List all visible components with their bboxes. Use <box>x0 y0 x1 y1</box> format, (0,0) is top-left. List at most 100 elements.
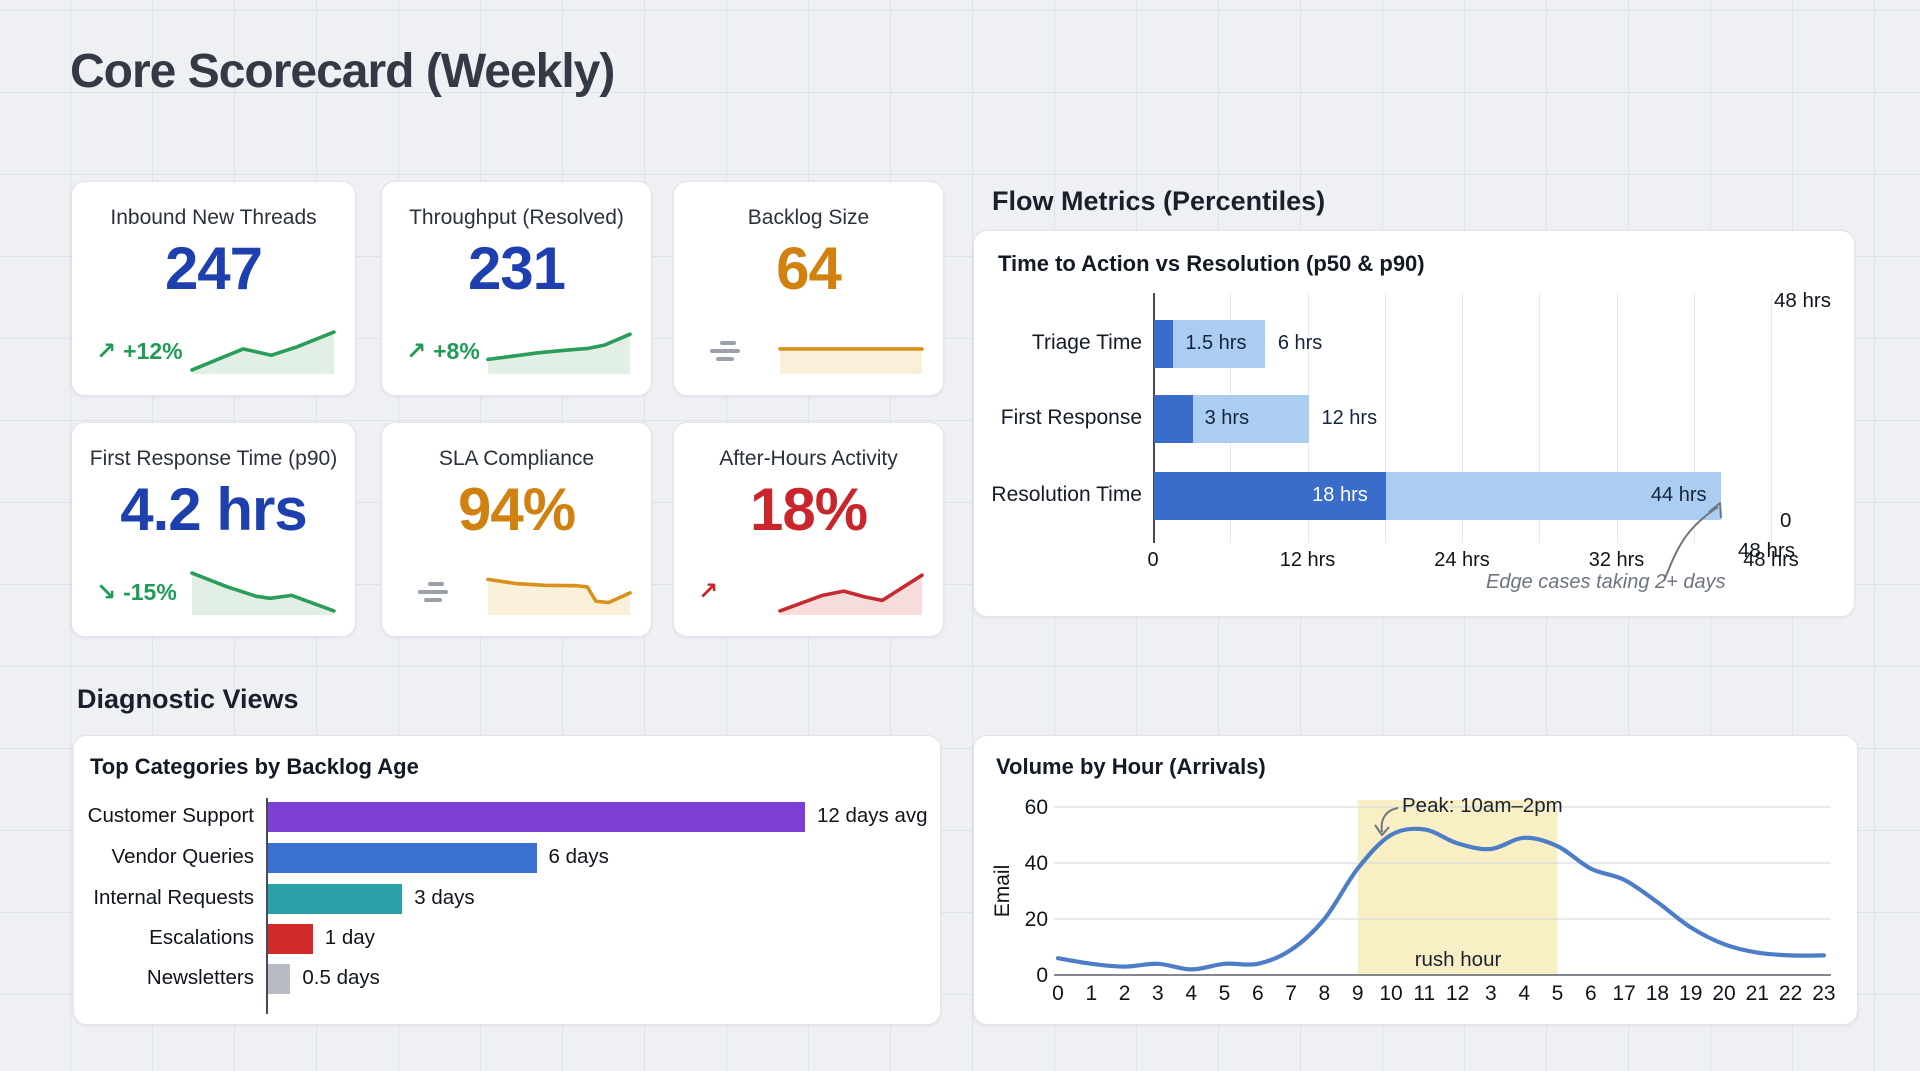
right-axis-label-top: 48 hrs <box>1774 289 1831 312</box>
rush-hour-label: rush hour <box>1414 948 1502 971</box>
kpi-card-sla-compliance: SLA Compliance 94% <box>381 422 652 637</box>
gridline <box>1539 293 1541 543</box>
bar-value-label: 12 days avg <box>817 804 928 827</box>
trend: ↗ +12% <box>96 337 183 365</box>
flat-trend-icon <box>418 582 452 606</box>
gridline <box>1693 293 1695 543</box>
bar-p90-label: 44 hrs <box>1650 484 1707 506</box>
bar-p90-label: 6 hrs <box>1277 332 1323 354</box>
kpi-card-after-hours-activity: After-Hours Activity 18% ↗ <box>673 422 944 637</box>
kpi-value: 247 <box>164 235 263 302</box>
x-tick-label: 12 hrs <box>1279 549 1336 571</box>
flat-trend-icon <box>710 341 744 365</box>
gridline <box>1616 293 1618 543</box>
bar <box>268 802 805 832</box>
svg-text:5: 5 <box>1219 982 1231 1005</box>
svg-text:23: 23 <box>1812 982 1835 1005</box>
kpi-label: Throughput (Resolved) <box>409 206 624 229</box>
svg-text:18: 18 <box>1646 982 1669 1005</box>
svg-text:20: 20 <box>1025 908 1048 931</box>
svg-text:10: 10 <box>1379 982 1402 1005</box>
x-tick-label: 48 hrs <box>1743 549 1799 571</box>
kpi-value: 231 <box>467 235 566 302</box>
kpi-label: First Response Time (p90) <box>89 447 338 470</box>
svg-text:8: 8 <box>1319 982 1331 1005</box>
x-tick-label: 32 hrs <box>1588 549 1645 571</box>
bar-category-label: Escalations <box>149 926 254 949</box>
svg-text:11: 11 <box>1413 982 1435 1005</box>
svg-text:9: 9 <box>1352 982 1364 1005</box>
x-tick-label: 24 hrs <box>1434 549 1490 571</box>
section-header-diagnostic-views: Diagnostic Views <box>77 684 299 714</box>
bar-category-label: Vendor Queries <box>111 845 254 868</box>
peak-annotation: Peak: 10am–2pm <box>1402 794 1563 817</box>
kpi-card-first-response-time: First Response Time (p90) 4.2 hrs ↘ -15% <box>71 422 356 637</box>
bar-category-label: Newsletters <box>146 966 254 989</box>
bar-p50 <box>1154 395 1193 443</box>
right-axis-label-zero: 0 <box>1780 509 1792 532</box>
trend: ↗ +8% <box>406 337 480 365</box>
bar-p50-label: 18 hrs <box>1312 484 1368 506</box>
svg-text:6: 6 <box>1252 982 1264 1005</box>
svg-text:3: 3 <box>1485 982 1497 1005</box>
category-bar-chart: Customer Support 12 days avg Vendor Querie… <box>74 736 940 1024</box>
bar-p50-label: 1.5 hrs <box>1185 332 1247 354</box>
trend-text: +12% <box>123 338 183 364</box>
kpi-label: After-Hours Activity <box>719 447 898 470</box>
chart-title: Volume by Hour (Arrivals) <box>996 754 1266 779</box>
kpi-label: SLA Compliance <box>438 447 595 470</box>
arrow-up-right-icon: ↗ <box>698 577 719 605</box>
bar-category-label: Resolution Time <box>991 483 1142 506</box>
kpi-value: 18% <box>749 476 868 543</box>
trend-text: +8% <box>433 338 480 364</box>
svg-text:1: 1 <box>1085 982 1097 1005</box>
svg-text:19: 19 <box>1679 982 1702 1005</box>
trend: ↘ -15% <box>96 578 177 606</box>
svg-text:7: 7 <box>1285 982 1297 1005</box>
bar-category-label: First Response <box>1000 406 1142 429</box>
trend-text: -15% <box>123 579 177 605</box>
svg-text:3: 3 <box>1152 982 1164 1005</box>
sparkline-chart <box>190 330 336 374</box>
x-tick-label: 0 <box>1147 549 1159 571</box>
svg-text:5: 5 <box>1552 982 1564 1005</box>
sparkline-chart <box>778 347 924 374</box>
bar-p90-label: 12 hrs <box>1321 407 1378 429</box>
bar <box>268 884 403 914</box>
page-title: Core Scorecard (Weekly) <box>70 45 615 98</box>
bar-category-label: Triage Time <box>1031 331 1142 354</box>
kpi-value: 94% <box>457 476 576 543</box>
svg-text:22: 22 <box>1779 982 1802 1005</box>
kpi-value: 64 <box>776 235 842 302</box>
sparkline-chart <box>486 577 632 615</box>
svg-text:4: 4 <box>1185 982 1197 1005</box>
bar-value-label: 6 days <box>548 845 609 868</box>
flow-metrics-card: Time to Action vs Resolution (p50 & p90)… <box>973 230 1855 617</box>
kpi-card-backlog-size: Backlog Size 64 <box>673 181 944 396</box>
svg-text:0: 0 <box>1036 964 1048 987</box>
bar-category-label: Internal Requests <box>93 886 254 909</box>
arrow-up-right-icon: ↗ <box>96 337 117 365</box>
bar-value-label: 3 days <box>414 886 475 909</box>
sparkline-chart <box>778 573 924 615</box>
svg-text:12: 12 <box>1446 982 1469 1005</box>
sparkline-chart <box>486 332 632 374</box>
svg-text:6: 6 <box>1585 982 1597 1005</box>
bar-p50-label: 3 hrs <box>1204 407 1250 429</box>
bar-value-label: 1 day <box>324 926 375 949</box>
kpi-card-throughput-resolved: Throughput (Resolved) 231 ↗ +8% <box>381 181 652 396</box>
svg-text:0: 0 <box>1052 982 1064 1005</box>
svg-text:20: 20 <box>1712 982 1735 1005</box>
svg-text:40: 40 <box>1025 852 1048 875</box>
bar-category-label: Customer Support <box>87 804 254 827</box>
flow-bar-chart: 0 12 hrs 24 hrs 32 hrs 48 hrs Triage Time 1.5 … <box>974 231 1854 616</box>
arrow-down-right-icon: ↘ <box>96 578 117 606</box>
gridline <box>1771 293 1772 543</box>
bar <box>268 924 313 954</box>
svg-text:2: 2 <box>1119 982 1131 1005</box>
right-axis-label-bottom: 48 hrs <box>1738 539 1795 562</box>
volume-by-hour-card: Volume by Hour (Arrivals) Email 60 40 20 0 0… <box>973 735 1858 1025</box>
bar-p90 <box>1173 320 1265 368</box>
